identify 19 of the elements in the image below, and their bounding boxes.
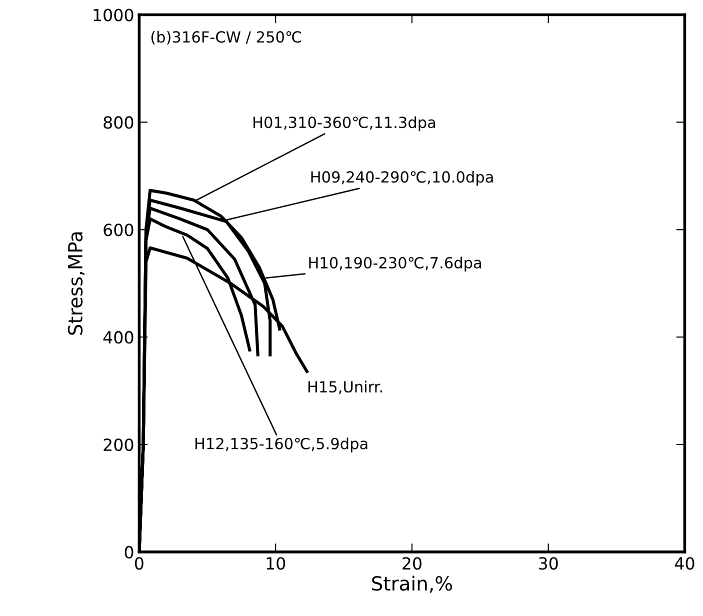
y-axis-title: Stress,MPa — [68, 232, 85, 335]
y-tick-label: 200 — [104, 438, 134, 452]
annotation: H09,240-290℃,10.0dpa — [311, 170, 493, 186]
x-tick-label: 10 — [266, 557, 286, 570]
x-tick-label: 30 — [539, 557, 558, 570]
annotation: (b)316F-CW / 250℃ — [151, 30, 302, 45]
y-tick-label: 1000 — [94, 8, 134, 22]
annotation: H01,310-360℃,11.3dpa — [254, 116, 436, 132]
x-tick-label: 40 — [674, 557, 694, 570]
y-tick-label: 0 — [124, 546, 134, 559]
x-tick-label: 0 — [134, 557, 144, 570]
annotation: H15,Unirr. — [308, 380, 382, 394]
x-axis-title: Strain,% — [372, 576, 452, 593]
annotation: H12,135-160℃,5.9dpa — [195, 438, 368, 452]
x-tick-label: 20 — [402, 557, 422, 570]
y-tick-label: 600 — [104, 224, 134, 236]
y-tick-label: 400 — [103, 331, 134, 344]
annotation: H10,190-230℃,7.6dpa — [309, 256, 481, 272]
y-tick-label: 800 — [104, 116, 134, 129]
